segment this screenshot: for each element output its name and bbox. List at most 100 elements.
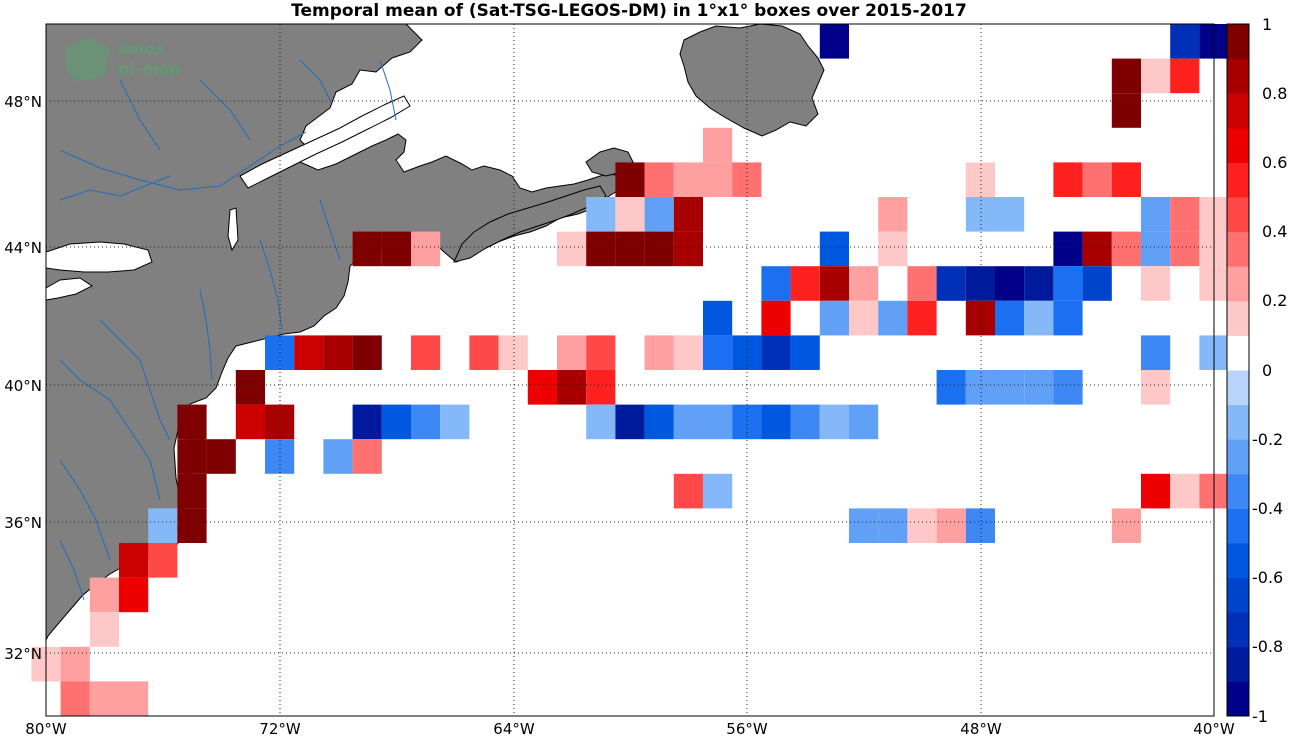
heatmap-cell bbox=[849, 508, 879, 543]
heatmap-cell bbox=[819, 300, 849, 336]
heatmap-cell bbox=[1024, 300, 1054, 336]
colorbar-tick-label: 0.8 bbox=[1262, 84, 1287, 103]
heatmap-cell bbox=[469, 335, 499, 370]
heatmap-cell bbox=[586, 231, 616, 267]
heatmap-cell bbox=[557, 370, 587, 405]
lake-champlain bbox=[227, 207, 239, 252]
heatmap-cell bbox=[849, 266, 879, 301]
colorbar-tick-label: 0.2 bbox=[1262, 291, 1287, 310]
heatmap-cell bbox=[644, 231, 674, 267]
nova-scotia-land bbox=[453, 185, 607, 263]
y-tick-label: 40°N bbox=[4, 377, 42, 395]
heatmap-cell bbox=[819, 266, 849, 301]
heatmap-cell bbox=[907, 266, 937, 301]
heatmap-cell bbox=[119, 681, 149, 716]
heatmap-cell bbox=[557, 335, 587, 370]
heatmap-cell bbox=[1111, 231, 1141, 267]
colorbar-swatch bbox=[1227, 24, 1249, 60]
x-tick-label: 40°W bbox=[1193, 720, 1235, 738]
colorbar-swatches bbox=[1227, 24, 1249, 717]
heatmap-cell bbox=[644, 404, 674, 440]
y-tick-label: 44°N bbox=[4, 239, 42, 257]
heatmap-cell bbox=[936, 370, 966, 405]
heatmap-cell bbox=[703, 127, 733, 163]
colorbar-swatch bbox=[1227, 404, 1249, 440]
heatmap-cell bbox=[557, 231, 587, 267]
map-grid bbox=[46, 24, 1214, 716]
colorbar-swatch bbox=[1227, 93, 1249, 129]
heatmap-cell bbox=[60, 646, 90, 682]
heatmap-cell bbox=[1170, 473, 1200, 509]
heatmap-cell bbox=[673, 231, 703, 267]
colorbar-tick-label: -0.4 bbox=[1252, 499, 1283, 518]
heatmap-cell bbox=[790, 335, 820, 370]
heatmap-cell bbox=[294, 335, 324, 370]
heatmap-cell bbox=[1170, 231, 1200, 267]
heatmap-cell bbox=[673, 162, 703, 197]
heatmap-cell bbox=[119, 543, 149, 578]
heatmap-cell bbox=[732, 162, 762, 197]
colorbar-tick-label: 0.4 bbox=[1262, 222, 1287, 241]
heatmap-cell bbox=[644, 335, 674, 370]
heatmap-cell bbox=[703, 335, 733, 370]
colorbar-tick-labels: 1 0.8 0.6 0.4 0.2 0 -0.2 -0.4 -0.6 -0.8 … bbox=[1252, 15, 1287, 726]
map-frame bbox=[45, 23, 1215, 717]
colorbar-swatch bbox=[1227, 577, 1249, 613]
heatmap-cell bbox=[1141, 335, 1171, 370]
colorbar-swatch bbox=[1227, 197, 1249, 233]
colorbar-tick-label: -1 bbox=[1252, 707, 1268, 726]
heatmap-cell bbox=[995, 370, 1025, 405]
y-axis-ticks: 48°N 44°N 40°N 36°N 32°N bbox=[4, 93, 42, 663]
heatmap-cell bbox=[323, 335, 353, 370]
heatmap-cell bbox=[732, 404, 762, 440]
heatmap-cell bbox=[615, 231, 645, 267]
colorbar-swatch bbox=[1227, 127, 1249, 163]
heatmap-cell bbox=[177, 473, 207, 509]
heatmap-cell bbox=[703, 473, 733, 509]
heatmap-cell bbox=[411, 231, 441, 267]
heatmap-cell bbox=[761, 266, 791, 301]
heatmap-cell bbox=[673, 335, 703, 370]
heatmap-cell bbox=[352, 335, 382, 370]
heatmap-cell bbox=[1141, 370, 1171, 405]
colorbar-swatch bbox=[1227, 508, 1249, 544]
colorbar-swatch bbox=[1227, 231, 1249, 267]
heatmap-cell bbox=[148, 508, 178, 543]
heatmap-cell bbox=[878, 231, 908, 267]
lake-ontario bbox=[45, 241, 153, 273]
heatmap-cell bbox=[352, 439, 382, 474]
heatmap-cell bbox=[1170, 24, 1200, 59]
heatmap-cell bbox=[586, 370, 616, 405]
heatmap-cell bbox=[615, 162, 645, 197]
heatmap-cell bbox=[381, 404, 411, 440]
heatmap-cell bbox=[703, 162, 733, 197]
heatmap-cell bbox=[1141, 58, 1171, 94]
heatmap-cell bbox=[995, 197, 1025, 232]
heatmap-cell bbox=[849, 404, 879, 440]
colorbar-frame bbox=[1226, 23, 1250, 717]
logo-text-line1: smos bbox=[118, 39, 165, 58]
heatmap-cell bbox=[1141, 473, 1171, 509]
heatmap-cell bbox=[1082, 231, 1112, 267]
heatmap-cell bbox=[1170, 197, 1200, 232]
colorbar-swatch bbox=[1227, 646, 1249, 682]
heatmap-cell bbox=[965, 508, 995, 543]
heatmap-cell bbox=[206, 439, 236, 474]
map-area bbox=[31, 23, 1229, 717]
heatmap-cell bbox=[819, 404, 849, 440]
heatmap-cell bbox=[1141, 266, 1171, 301]
colorbar-swatch bbox=[1227, 162, 1249, 198]
heatmap-cell bbox=[965, 162, 995, 197]
y-tick-label: 32°N bbox=[4, 645, 42, 663]
heatmap-cell bbox=[1053, 231, 1083, 267]
heatmap-cell bbox=[527, 370, 557, 405]
x-tick-label: 72°W bbox=[259, 720, 301, 738]
st-lawrence-estuary bbox=[239, 95, 411, 189]
heatmap-cell bbox=[1082, 266, 1112, 301]
heatmap-cell bbox=[586, 335, 616, 370]
heatmap-cell bbox=[673, 404, 703, 440]
x-axis-ticks: 80°W 72°W 64°W 56°W 48°W 40°W bbox=[25, 720, 1235, 738]
heatmap-cell bbox=[907, 300, 937, 336]
heatmap-cell bbox=[761, 335, 791, 370]
